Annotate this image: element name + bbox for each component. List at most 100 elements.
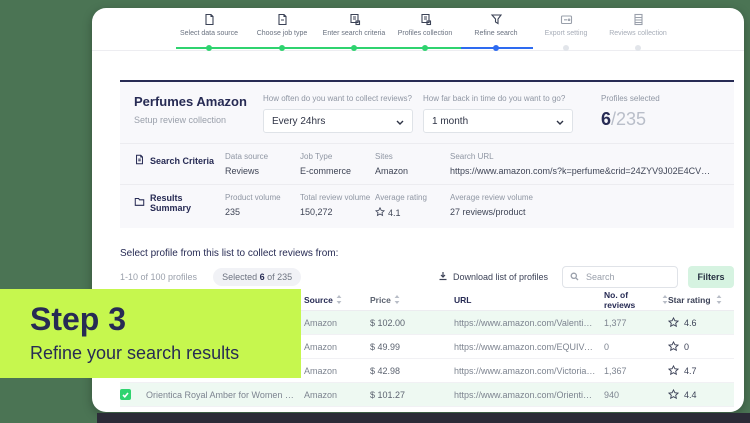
frequency-label: How often do you want to collect reviews… — [263, 94, 412, 103]
rating-cell: 4.6 — [668, 317, 734, 328]
sort-icon — [662, 294, 668, 306]
average-rating-value: 4.1 — [375, 207, 444, 218]
url-cell: https://www.amazon.com/EQUIVALENCE-Vie-B… — [454, 341, 604, 352]
job-summary-panel: Perfumes Amazon Setup review collection … — [120, 80, 734, 228]
list-toolbar: 1-10 of 100 profiles Selected 6 of 235 D… — [120, 265, 734, 289]
price-cell: $ 102.00 — [370, 317, 406, 328]
selected-count-badge: Selected 6 of 235 — [213, 268, 302, 286]
table-row[interactable]: Gucci Flora Gorgeous Gardenia for Women … — [120, 407, 734, 412]
col-header-price[interactable]: Price — [370, 294, 454, 306]
select-profile-instruction: Select profile from this list to collect… — [120, 248, 339, 259]
step-label: Enter search criteria — [322, 30, 386, 37]
results-summary-title: Results Summary — [150, 193, 192, 213]
field-label: Average review volume — [450, 193, 534, 202]
product-name: Orientica Royal Amber for Women - 2.7 oz… — [146, 389, 304, 400]
field-value: E-commerce — [300, 166, 352, 176]
step-dot — [635, 45, 641, 51]
backtime-label: How far back in time do you want to go? — [423, 94, 566, 103]
step-overlay-title: Step 3 — [30, 301, 127, 337]
reviews-cell: 1,367 — [604, 365, 627, 376]
step-label: Profiles collection — [397, 30, 453, 37]
funnel-icon — [458, 13, 534, 27]
profiles-table: Source Price URL No. of reviews Star rat… — [120, 290, 734, 412]
step-dot — [563, 45, 569, 51]
col-header-url: URL — [454, 295, 472, 305]
frequency-value: Every 24hrs — [272, 115, 326, 127]
source-cell: Amazon — [304, 341, 338, 352]
step-dot — [279, 45, 285, 51]
window-bottom-edge — [97, 413, 750, 423]
star-icon — [668, 365, 679, 376]
step-overlay-subtitle: Refine your search results — [30, 343, 240, 363]
step-label: Export setting — [544, 30, 588, 37]
search-criteria-icon — [134, 152, 145, 170]
col-header-reviews[interactable]: No. of reviews — [604, 290, 668, 310]
col-header-source[interactable]: Source — [304, 294, 370, 306]
price-cell: $ 101.27 — [370, 389, 406, 400]
star-icon — [668, 389, 679, 400]
star-icon — [668, 317, 679, 328]
field-label: Job Type — [300, 152, 333, 161]
step-select-data-source[interactable]: Select data source — [171, 13, 247, 38]
reviews-list-icon — [600, 13, 676, 27]
reviews-cell: 0 — [604, 341, 610, 352]
sort-icon — [716, 294, 722, 306]
profiles-selected-value: 6/235 — [601, 109, 647, 129]
sort-icon — [394, 294, 400, 306]
price-cell: $ 49.99 — [370, 341, 401, 352]
field-value: 27 reviews/product — [450, 207, 526, 217]
reviews-cell: 940 — [604, 389, 620, 400]
rating-cell: 4.4 — [668, 389, 734, 400]
progress-done-segment — [176, 47, 461, 49]
col-header-rating[interactable]: Star rating — [668, 294, 734, 306]
step-enter-search-criteria[interactable]: Enter search criteria — [316, 13, 392, 38]
field-label: Data source — [225, 152, 269, 161]
job-title: Perfumes Amazon — [134, 94, 247, 109]
source-cell: Amazon — [304, 365, 338, 376]
search-criteria-row: Search Criteria Data source Reviews Job T… — [120, 143, 734, 184]
backtime-value: 1 month — [432, 115, 469, 127]
results-summary-icon — [134, 194, 145, 212]
field-value: 150,272 — [300, 207, 333, 217]
step-overlay: Step 3 Refine your search results — [0, 289, 301, 378]
table-row[interactable]: Orientica Royal Amber for Women - 2.7 oz… — [120, 383, 734, 407]
step-profiles-collection[interactable]: Profiles collection — [387, 13, 463, 38]
document-icon — [171, 13, 247, 27]
job-setup-row: Perfumes Amazon Setup review collection … — [120, 82, 734, 143]
profiles-selected-label: Profiles selected — [601, 94, 660, 103]
star-icon — [668, 341, 679, 352]
filters-button[interactable]: Filters — [688, 266, 734, 288]
field-value: Reviews — [225, 166, 260, 176]
field-label: Sites — [375, 152, 393, 161]
step-reviews-collection[interactable]: Reviews collection — [600, 13, 676, 38]
chevron-down-icon — [556, 112, 564, 130]
price-cell: $ 42.98 — [370, 365, 401, 376]
step-dot-active — [493, 45, 499, 51]
search-box[interactable] — [562, 266, 678, 288]
backtime-select[interactable]: 1 month — [423, 109, 573, 133]
sort-icon — [336, 294, 342, 306]
wizard-stepper: Select data source Choose job type Enter… — [92, 8, 744, 51]
field-label: Average rating — [375, 193, 427, 202]
download-list-button[interactable]: Download list of profiles — [438, 271, 548, 283]
field-label: Product volume — [225, 193, 281, 202]
results-summary-row: Results Summary Product volume 235 Total … — [120, 184, 734, 226]
stepper-progress-track — [92, 45, 744, 51]
frequency-select[interactable]: Every 24hrs — [263, 109, 413, 133]
step-label: Select data source — [180, 30, 238, 37]
step-dot — [206, 45, 212, 51]
star-icon — [375, 207, 388, 218]
step-choose-job-type[interactable]: Choose job type — [244, 13, 320, 38]
step-label: Reviews collection — [609, 30, 667, 37]
search-input[interactable] — [584, 271, 670, 283]
search-url-value: https://www.amazon.com/s?k=perfume&crid=… — [450, 166, 714, 176]
source-cell: Amazon — [304, 317, 338, 328]
step-label: Refine search — [474, 30, 518, 37]
field-label: Total review volume — [300, 193, 371, 202]
row-checkbox-checked[interactable] — [120, 389, 131, 400]
step-refine-search[interactable]: Refine search — [458, 13, 534, 38]
step-export-setting[interactable]: Export setting — [528, 13, 604, 38]
export-setting-icon — [528, 13, 604, 27]
url-cell: https://www.amazon.com/Valentino-Donna-B… — [454, 317, 604, 328]
